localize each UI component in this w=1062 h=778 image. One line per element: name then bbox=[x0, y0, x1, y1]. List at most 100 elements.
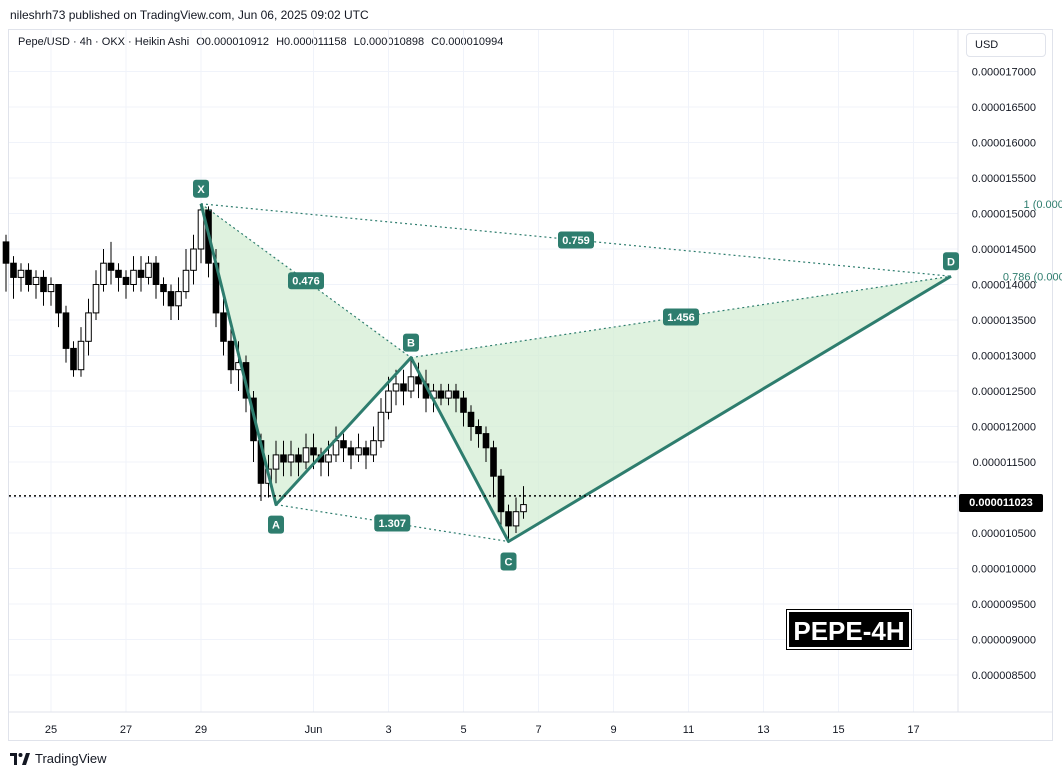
ohlc-open: O0.000010912 bbox=[196, 36, 270, 48]
y-tick-label: 0.000009000 bbox=[972, 635, 1036, 647]
x-tick-label: 13 bbox=[757, 724, 769, 736]
y-tick-label: 0.000015000 bbox=[972, 209, 1036, 221]
ratio-label-box bbox=[558, 231, 594, 249]
point-label-box bbox=[193, 179, 209, 198]
point-label-text: C bbox=[505, 557, 513, 569]
candle-body bbox=[505, 511, 512, 527]
candle-body bbox=[497, 475, 505, 513]
candle-body bbox=[407, 376, 415, 392]
point-label-box bbox=[403, 333, 419, 352]
candle-body bbox=[295, 454, 302, 463]
y-tick-label: 0.000016000 bbox=[972, 138, 1036, 150]
candle-body bbox=[490, 447, 497, 477]
candle-body bbox=[520, 504, 527, 513]
pattern-legs bbox=[199, 203, 952, 544]
x-tick-label: 17 bbox=[907, 724, 919, 736]
candle-body bbox=[190, 248, 197, 271]
y-tick-label: 0.000014500 bbox=[972, 244, 1036, 256]
candle-body bbox=[55, 284, 62, 314]
ratio-label-text: 1.456 bbox=[667, 312, 695, 324]
candle-body bbox=[160, 284, 167, 293]
candle-body bbox=[17, 269, 25, 278]
candle-body bbox=[512, 511, 520, 527]
ratio-line-ac bbox=[275, 504, 509, 543]
candle-body bbox=[137, 269, 145, 278]
candle-body bbox=[10, 262, 17, 278]
y-tick-label: 0.000011500 bbox=[973, 457, 1036, 469]
candle-body bbox=[370, 440, 377, 456]
candle-body bbox=[272, 454, 280, 470]
candle-body bbox=[32, 276, 40, 285]
y-tick-label: 0.000010000 bbox=[972, 564, 1036, 576]
candle-body bbox=[452, 390, 460, 399]
candle-body bbox=[130, 269, 137, 285]
candle-body bbox=[2, 241, 10, 264]
ratio-label-text: 0.759 bbox=[562, 235, 590, 247]
point-label-text: X bbox=[197, 184, 205, 196]
pattern-fill-xab bbox=[201, 203, 411, 505]
candle-body bbox=[302, 447, 310, 463]
candle-body bbox=[145, 262, 152, 278]
y-tick-label: 0.000014000 bbox=[972, 280, 1036, 292]
brand-label: TradingView bbox=[35, 751, 107, 766]
candle-body bbox=[475, 426, 482, 435]
candles bbox=[2, 203, 527, 542]
candle-body bbox=[340, 440, 347, 449]
chart-frame bbox=[8, 29, 1053, 741]
x-tick-label: 29 bbox=[195, 724, 207, 736]
candle-body bbox=[25, 269, 32, 285]
candle-body bbox=[482, 433, 490, 449]
y-tick-label: 0.000010500 bbox=[972, 528, 1036, 540]
y-tick-label: 0.000008500 bbox=[972, 670, 1036, 682]
currency-button[interactable]: USD bbox=[966, 33, 1046, 57]
candle-body bbox=[220, 312, 227, 342]
symbol-name[interactable]: Pepe/USD · 4h · OKX · Heikin Ashi bbox=[18, 36, 190, 48]
candle-body bbox=[175, 291, 182, 307]
candle-body bbox=[437, 390, 445, 399]
candle-body bbox=[280, 454, 287, 463]
point-label-text: A bbox=[272, 520, 280, 532]
current-price-badge: 0.000011023 bbox=[959, 494, 1043, 512]
candle-body bbox=[152, 262, 160, 286]
ratio-label-text: 0.476 bbox=[292, 276, 320, 288]
candle-body bbox=[287, 454, 295, 463]
x-tick-label: 3 bbox=[385, 724, 391, 736]
candle-body bbox=[122, 276, 130, 285]
candle-body bbox=[167, 291, 175, 307]
candle-body bbox=[182, 269, 190, 293]
ohlc-high: H0.000011158 bbox=[276, 36, 347, 48]
y-tick-label: 0.000012000 bbox=[972, 422, 1036, 434]
x-tick-label: 25 bbox=[45, 724, 57, 736]
symbol-legend: Pepe/USD · 4h · OKX · Heikin Ashi O0.000… bbox=[18, 36, 507, 48]
y-tick-label: 0.000017000 bbox=[972, 67, 1036, 79]
candle-body bbox=[445, 390, 452, 399]
y-tick-label: 0.000013500 bbox=[972, 315, 1036, 327]
pattern-fill-bcd bbox=[411, 276, 951, 542]
x-tick-label: Jun bbox=[305, 724, 323, 736]
tradingview-logo-icon bbox=[10, 752, 30, 765]
tradingview-brand[interactable]: TradingView bbox=[10, 751, 107, 766]
candle-body bbox=[347, 447, 355, 456]
candle-body bbox=[392, 383, 400, 392]
point-label-box bbox=[500, 552, 517, 571]
ohlc-close: C0.000010994 bbox=[431, 36, 504, 48]
candle-body bbox=[400, 383, 407, 392]
candle-body bbox=[227, 340, 235, 371]
candle-body bbox=[325, 454, 332, 463]
ratio-label-text: 1.307 bbox=[378, 518, 406, 530]
candle-body bbox=[77, 340, 85, 371]
point-label-text: B bbox=[407, 338, 415, 350]
candle-body bbox=[62, 312, 70, 349]
candle-body bbox=[362, 447, 370, 456]
y-tick-label: 0.000012500 bbox=[972, 386, 1036, 398]
point-label-box bbox=[268, 515, 284, 534]
prz-upper-label: 1 (0.000015137) bbox=[1024, 199, 1062, 211]
x-tick-label: 5 bbox=[460, 724, 466, 736]
point-label-box bbox=[943, 252, 959, 271]
candle-body bbox=[47, 284, 55, 293]
x-tick-label: 15 bbox=[832, 724, 844, 736]
prz-lower-label: 0.786 (0.000014116) bbox=[1003, 271, 1062, 283]
candle-body bbox=[310, 447, 317, 456]
x-tick-label: 27 bbox=[120, 724, 132, 736]
